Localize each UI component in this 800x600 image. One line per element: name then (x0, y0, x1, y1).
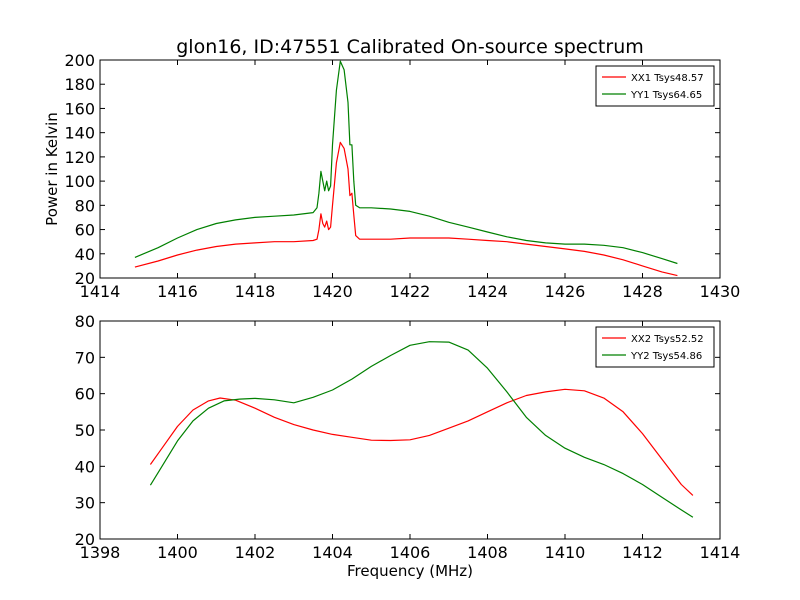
x-tick-label: 1400 (157, 543, 198, 562)
y-tick-label: 70 (75, 348, 95, 367)
x-tick-label: 1408 (467, 543, 508, 562)
series-line-1-1 (134, 141, 678, 277)
x-tick-label: 1426 (545, 282, 586, 301)
panels: 1414 1416 1418 1420 1422 1424 1426 1428 1430 20 40… (43, 51, 740, 580)
legend-box (595, 65, 715, 107)
series-line-1-2 (134, 60, 678, 265)
y-tick-label: 200 (64, 51, 95, 70)
y-tick-label: 100 (64, 172, 95, 191)
y-tick-label: 30 (75, 494, 95, 513)
y-tick-label: 140 (64, 124, 95, 143)
y-tick-label: 20 (75, 530, 95, 549)
x-axis-label: Frequency (MHz) (347, 562, 473, 580)
y-tick-label: 40 (75, 457, 95, 476)
x-tick-label: 1410 (545, 543, 586, 562)
legend-label: XX1 Tsys48.57 (631, 73, 704, 84)
chart-title: glon16, ID:47551 Calibrated On-source sp… (176, 36, 644, 58)
y-tick-label: 160 (64, 99, 95, 118)
x-tick-label: 1412 (622, 543, 663, 562)
y-tick-label: 40 (75, 245, 95, 264)
y-tick-label: 120 (64, 148, 95, 167)
panel-2: 1398 1400 1402 1404 1406 1408 1410 1412 1414 20 30… (75, 312, 741, 580)
series-line-2-2 (149, 341, 694, 518)
x-tick-label: 1418 (235, 282, 276, 301)
legend: XX1 Tsys48.57 YY1 Tsys64.65 (595, 65, 715, 107)
x-tick-label: 1414 (80, 282, 121, 301)
x-tick-label: 1406 (390, 543, 431, 562)
series-line-2-1 (149, 388, 694, 496)
x-tick-label: 1398 (80, 543, 121, 562)
x-tick-label: 1414 (700, 543, 741, 562)
y-tick-label: 180 (64, 75, 95, 94)
panel-1: 1414 1416 1418 1420 1422 1424 1426 1428 1430 20 40… (43, 51, 740, 301)
legend-label: YY2 Tsys54.86 (630, 351, 702, 362)
y-tick-label: 80 (75, 196, 95, 215)
y-tick-label: 60 (75, 221, 95, 240)
legend: XX2 Tsys52.52 YY2 Tsys54.86 (595, 326, 715, 368)
legend-box (595, 326, 715, 368)
x-tick-label: 1424 (467, 282, 508, 301)
x-tick-label: 1428 (622, 282, 663, 301)
x-tick-label: 1402 (235, 543, 276, 562)
legend-label: YY1 Tsys64.65 (630, 90, 702, 101)
x-tick-label: 1422 (390, 282, 431, 301)
legend-label: XX2 Tsys52.52 (631, 334, 704, 345)
x-tick-label: 1430 (700, 282, 741, 301)
y-tick-label: 60 (75, 385, 95, 404)
y-tick-label: 80 (75, 312, 95, 331)
x-tick-label: 1416 (157, 282, 198, 301)
x-tick-label: 1404 (312, 543, 353, 562)
y-axis-label: Power in Kelvin (43, 112, 61, 226)
y-tick-label: 50 (75, 421, 95, 440)
x-tick-label: 1420 (312, 282, 353, 301)
y-tick-label: 20 (75, 269, 95, 288)
